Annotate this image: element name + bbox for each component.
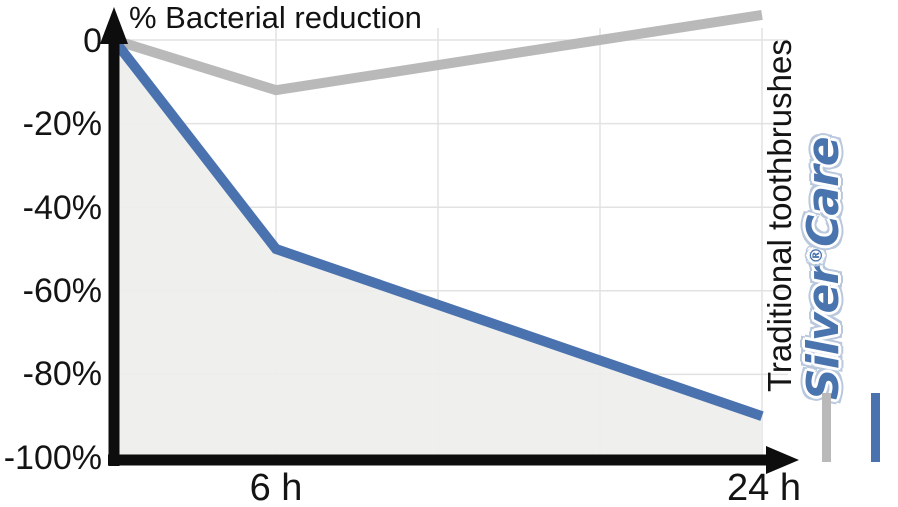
logo-silver-text: Silver xyxy=(798,263,849,400)
x-tick-label-24h: 24 h xyxy=(727,467,801,507)
logo-care-text: Care xyxy=(798,137,849,247)
y-tick-label-20: -20% xyxy=(22,105,102,143)
chart-title: % Bacterial reduction xyxy=(129,0,422,35)
y-tick-label-80: -80% xyxy=(22,355,102,393)
area-under-silvercare-line xyxy=(114,40,762,460)
silvercare-line xyxy=(110,36,764,421)
y-tick-label-100: -100% xyxy=(3,439,102,477)
y-axis-arrow-icon xyxy=(100,7,128,44)
y-tick-label-60: -60% xyxy=(22,272,102,310)
y-tick-label-40: -40% xyxy=(22,189,102,227)
silvercare-area-fill xyxy=(114,40,762,460)
legend-swatch-traditional xyxy=(822,393,831,462)
legend-label-silvercare-logo: Silver®Care xyxy=(789,137,849,400)
x-axis-arrow-icon xyxy=(766,446,799,474)
traditional-toothbrushes-line xyxy=(112,9,763,96)
x-tick-label-6h: 6 h xyxy=(249,467,303,507)
legend-swatch-silvercare xyxy=(871,393,880,462)
registered-trademark-icon: ® xyxy=(807,246,827,264)
data-lines xyxy=(110,9,764,421)
y-tick-label-0: 0 xyxy=(83,22,102,60)
axes xyxy=(100,7,799,474)
